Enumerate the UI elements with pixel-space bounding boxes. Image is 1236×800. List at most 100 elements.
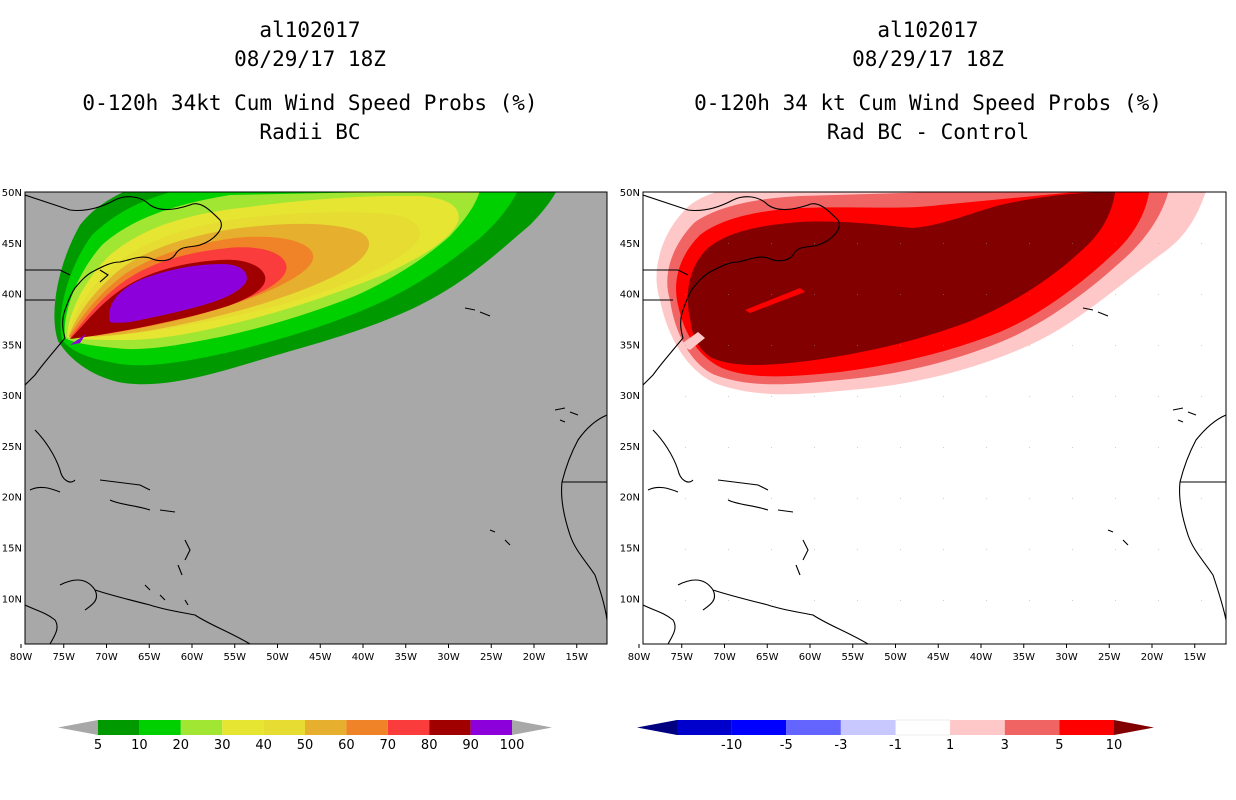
right-colorbar-label-3: 3 <box>1001 738 1009 753</box>
right-lat-label-40n: 40N <box>620 290 640 301</box>
left-coastlines <box>25 194 607 644</box>
right-lon-ticks <box>638 644 1196 648</box>
right-lon-label-40w: 40W <box>970 652 993 663</box>
left-lon-label-55w: 55W <box>223 652 246 663</box>
left-lat-label-40n: 40N <box>2 290 22 301</box>
right-grid-dots <box>643 192 1226 644</box>
right-map: 80W 75W 70W 65W 60W 55W 50W 45W 40W 35W 30W 25W 20W 1… <box>620 188 1227 663</box>
right-lon-label-60w: 60W <box>799 652 822 663</box>
right-title: 0-120h 34 kt Cum Wind Speed Probs (%) <box>694 91 1162 115</box>
left-lat-label-30n: 30N <box>2 391 22 402</box>
left-colorbar-over-triangle <box>512 720 552 735</box>
left-colorbar-swatch-8 <box>429 720 471 735</box>
left-lon-label-15w: 15W <box>565 652 588 663</box>
left-storm-id: al102017 <box>259 18 361 42</box>
right-colorbar-swatch-2 <box>786 720 841 735</box>
right-colorbar-swatch-6 <box>1004 720 1060 735</box>
right-colorbar-label--3: -3 <box>834 738 847 753</box>
right-lon-label-75w: 75W <box>670 652 693 663</box>
left-colorbar-swatch-4 <box>263 720 305 735</box>
left-subtitle: Radii BC <box>259 120 361 144</box>
right-lat-label-45n: 45N <box>620 239 640 250</box>
left-probability-field <box>54 192 556 385</box>
left-colorbar-label-70: 70 <box>380 738 397 753</box>
left-lat-label-25n: 25N <box>2 442 22 453</box>
left-colorbar-swatch-9 <box>470 720 512 735</box>
left-lat-label-10n: 10N <box>2 594 22 605</box>
left-lon-label-40w: 40W <box>352 652 375 663</box>
right-lat-label-25n: 25N <box>620 442 640 453</box>
left-lon-label-20w: 20W <box>523 652 546 663</box>
prob-band-90-tail <box>70 334 86 345</box>
left-colorbar-label-30: 30 <box>214 738 231 753</box>
left-lat-label-15n: 15N <box>2 544 22 555</box>
right-lon-label-65w: 65W <box>756 652 779 663</box>
right-lon-label-50w: 50W <box>884 652 907 663</box>
left-colorbar-swatch-1 <box>139 720 181 735</box>
left-lon-label-50w: 50W <box>266 652 289 663</box>
left-colorbar-label-60: 60 <box>338 738 355 753</box>
left-colorbar-label-90: 90 <box>462 738 479 753</box>
left-colorbar-label-100: 100 <box>500 738 525 753</box>
left-colorbar-label-40: 40 <box>255 738 272 753</box>
right-colorbar: -10 -5 -3 -1 1 3 5 10 <box>637 719 1154 753</box>
right-colorbar-over-triangle <box>1114 720 1154 735</box>
left-colorbar-label-20: 20 <box>173 738 190 753</box>
right-lon-label-80w: 80W <box>628 652 651 663</box>
left-datetime: 08/29/17 18Z <box>234 47 386 71</box>
right-lon-labels: 80W 75W 70W 65W 60W 55W 50W 45W 40W 35W 30W 25W 20W 1… <box>628 652 1206 663</box>
left-lat-label-45n: 45N <box>2 239 22 250</box>
left-colorbar-swatch-7 <box>387 720 430 735</box>
left-colorbar-label-50: 50 <box>297 738 314 753</box>
left-lon-label-80w: 80W <box>10 652 33 663</box>
left-map: 80W 75W 70W 65W 60W 55W 50W 45W 40W 35W 30W 25W 20W 1… <box>2 188 608 663</box>
left-lon-label-35w: 35W <box>394 652 417 663</box>
right-lon-label-30w: 30W <box>1055 652 1078 663</box>
right-colorbar-label--10: -10 <box>721 738 742 753</box>
left-colorbar-swatch-6 <box>346 720 388 735</box>
right-colorbar-swatch-3 <box>840 720 896 735</box>
right-lat-label-10n: 10N <box>620 594 640 605</box>
left-colorbar-label-80: 80 <box>421 738 438 753</box>
left-colorbar: 5 10 20 30 40 50 60 70 80 90 100 <box>58 720 552 753</box>
left-colorbar-swatch-0 <box>98 720 140 735</box>
right-colorbar-label-1: 1 <box>946 738 954 753</box>
right-colorbar-label--5: -5 <box>780 738 793 753</box>
right-lat-labels: 10N 15N 20N 25N 30N 35N 40N 45N 50N <box>620 188 640 605</box>
left-lat-label-50n: 50N <box>2 188 22 199</box>
right-colorbar-swatch-1 <box>731 720 787 735</box>
left-lon-label-60w: 60W <box>181 652 204 663</box>
left-lat-label-20n: 20N <box>2 493 22 504</box>
right-lat-label-30n: 30N <box>620 391 640 402</box>
right-colorbar-label-5: 5 <box>1055 738 1063 753</box>
left-lon-label-70w: 70W <box>95 652 118 663</box>
right-lon-label-15w: 15W <box>1183 652 1206 663</box>
right-subtitle: Rad BC - Control <box>826 120 1030 144</box>
right-colorbar-swatch-5 <box>950 720 1005 735</box>
right-coastlines <box>643 194 1226 644</box>
left-colorbar-label-5: 5 <box>94 738 102 753</box>
right-lon-label-20w: 20W <box>1141 652 1164 663</box>
right-title-block: al102017 08/29/17 18Z 0-120h 34 kt Cum W… <box>668 16 1188 147</box>
left-title-block: al102017 08/29/17 18Z 0-120h 34kt Cum Wi… <box>60 16 560 147</box>
right-colorbar-swatch-7 <box>1059 720 1114 735</box>
prob-band-90 <box>109 264 247 323</box>
left-colorbar-swatch-3 <box>222 720 264 735</box>
left-lon-label-75w: 75W <box>52 652 75 663</box>
right-lat-label-15n: 15N <box>620 544 640 555</box>
left-title: 0-120h 34kt Cum Wind Speed Probs (%) <box>82 91 538 115</box>
right-lon-label-25w: 25W <box>1098 652 1121 663</box>
left-lon-label-25w: 25W <box>480 652 503 663</box>
left-colorbar-label-10: 10 <box>131 738 148 753</box>
left-colorbar-swatch-2 <box>180 720 223 735</box>
left-lon-label-30w: 30W <box>437 652 460 663</box>
left-lat-labels: 10N 15N 20N 25N 30N 35N 40N 45N 50N <box>2 188 22 605</box>
right-lon-label-55w: 55W <box>841 652 864 663</box>
left-colorbar-under-triangle <box>58 720 98 735</box>
right-lat-label-35n: 35N <box>620 340 640 351</box>
left-lon-label-45w: 45W <box>309 652 332 663</box>
right-lat-label-50n: 50N <box>620 188 640 199</box>
right-storm-id: al102017 <box>877 18 979 42</box>
right-lon-label-35w: 35W <box>1012 652 1035 663</box>
